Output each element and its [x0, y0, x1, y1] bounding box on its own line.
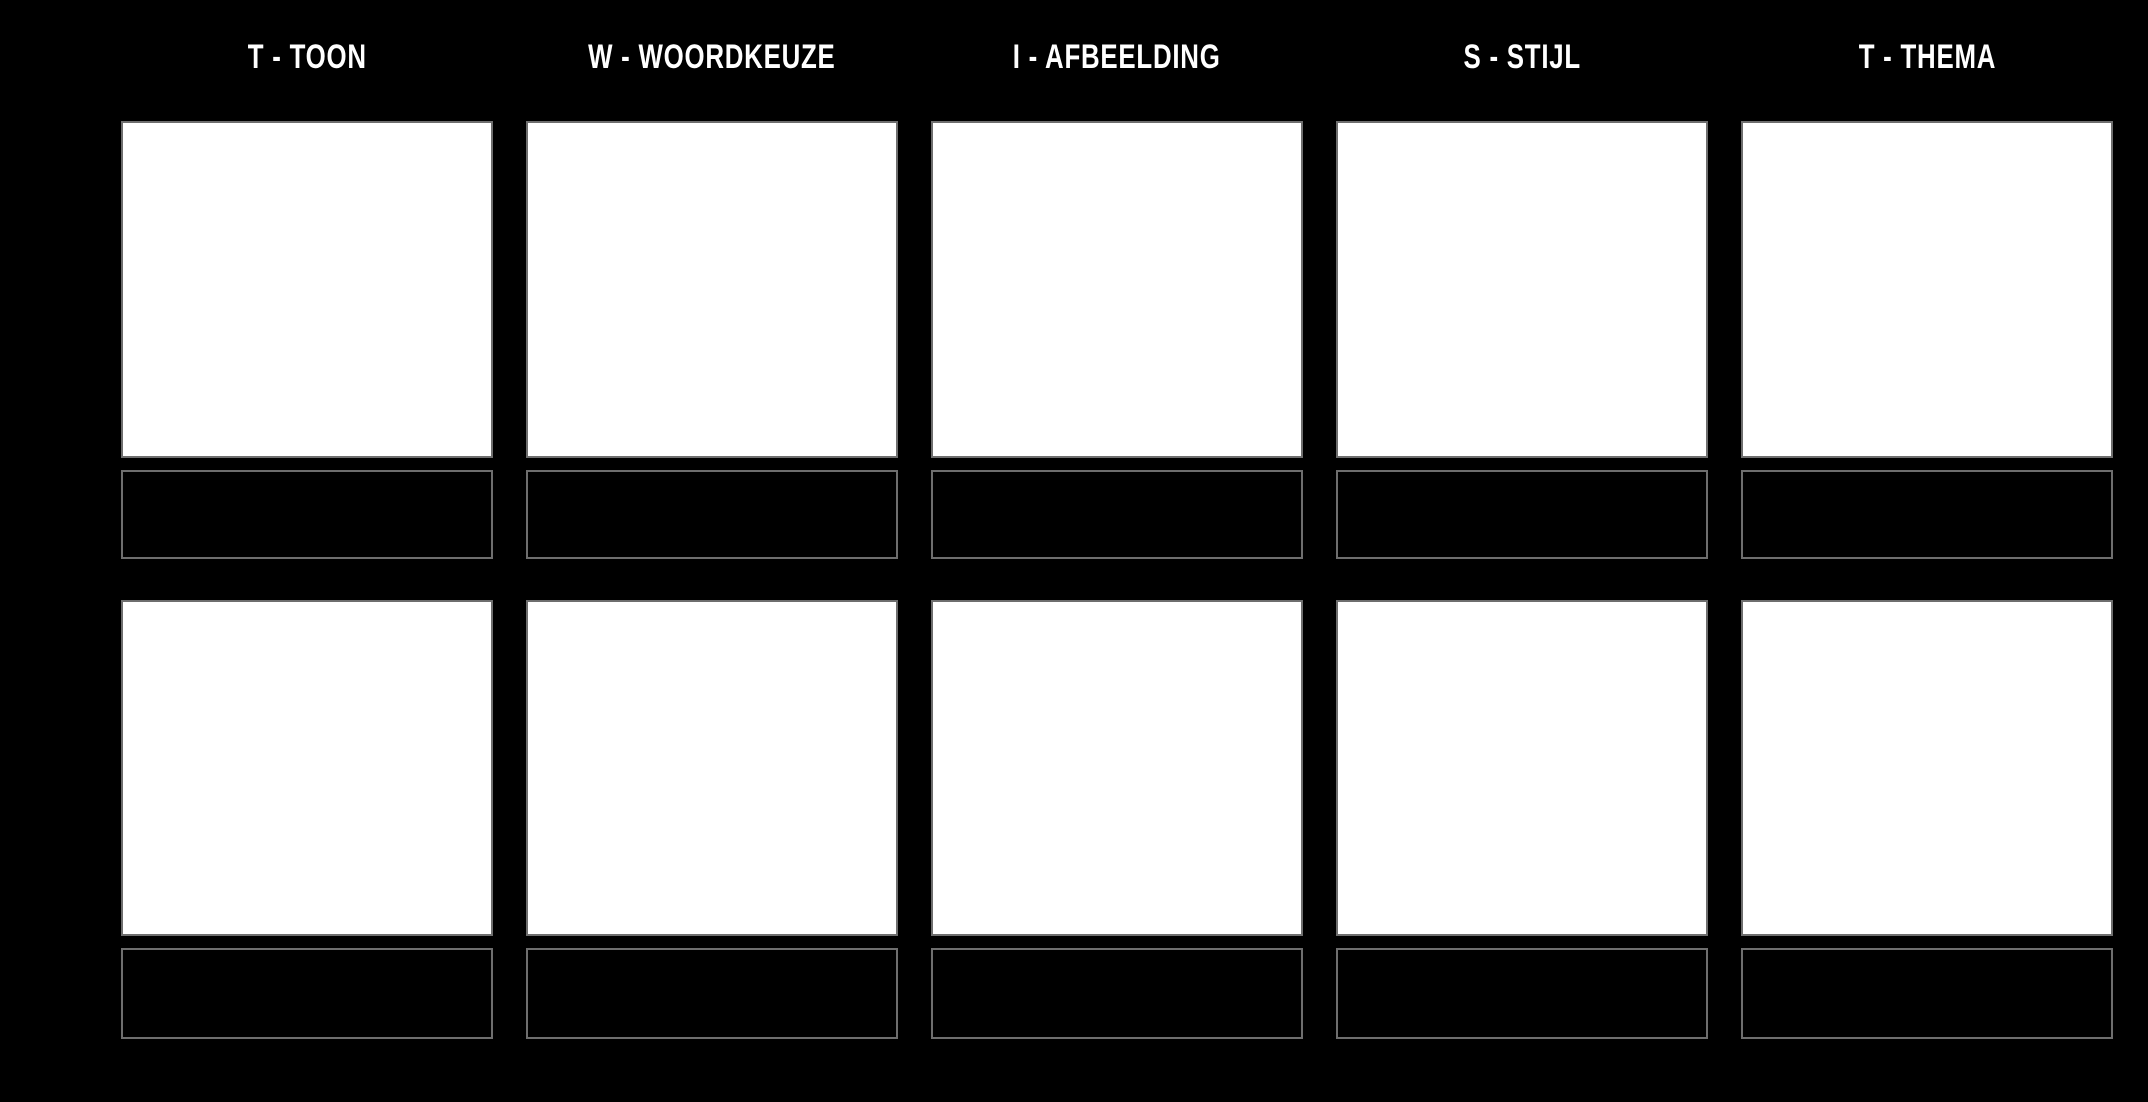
- column-header-thema: T - THEMA: [1741, 38, 2113, 76]
- column-afbeelding: I - AFBEELDING: [931, 0, 1303, 1102]
- image-cell-thema-row2[interactable]: [1741, 600, 2113, 936]
- image-cell-toon-row1[interactable]: [121, 121, 493, 458]
- caption-cell-woordkeuze-row1[interactable]: [526, 470, 898, 559]
- column-thema: T - THEMA: [1741, 0, 2113, 1102]
- image-cell-thema-row1[interactable]: [1741, 121, 2113, 458]
- caption-cell-toon-row1[interactable]: [121, 470, 493, 559]
- image-cell-toon-row2[interactable]: [121, 600, 493, 936]
- image-cell-afbeelding-row1[interactable]: [931, 121, 1303, 458]
- caption-cell-afbeelding-row1[interactable]: [931, 470, 1303, 559]
- column-header-woordkeuze: W - WOORDKEUZE: [526, 38, 898, 76]
- image-cell-stijl-row1[interactable]: [1336, 121, 1708, 458]
- column-header-thema-label: T - THEMA: [1858, 37, 1996, 76]
- caption-cell-stijl-row2[interactable]: [1336, 948, 1708, 1039]
- column-woordkeuze: W - WOORDKEUZE: [526, 0, 898, 1102]
- caption-cell-toon-row2[interactable]: [121, 948, 493, 1039]
- column-header-toon: T - TOON: [121, 38, 493, 76]
- caption-cell-woordkeuze-row2[interactable]: [526, 948, 898, 1039]
- column-stijl: S - STIJL: [1336, 0, 1708, 1102]
- image-cell-afbeelding-row2[interactable]: [931, 600, 1303, 936]
- column-header-toon-label: T - TOON: [247, 37, 367, 76]
- caption-cell-thema-row2[interactable]: [1741, 948, 2113, 1039]
- column-header-afbeelding: I - AFBEELDING: [931, 38, 1303, 76]
- column-toon: T - TOON: [121, 0, 493, 1102]
- column-header-stijl-label: S - STIJL: [1463, 37, 1581, 76]
- caption-cell-stijl-row1[interactable]: [1336, 470, 1708, 559]
- column-header-stijl: S - STIJL: [1336, 38, 1708, 76]
- column-header-afbeelding-label: I - AFBEELDING: [1013, 37, 1221, 76]
- image-cell-stijl-row2[interactable]: [1336, 600, 1708, 936]
- caption-cell-afbeelding-row2[interactable]: [931, 948, 1303, 1039]
- image-cell-woordkeuze-row2[interactable]: [526, 600, 898, 936]
- image-cell-woordkeuze-row1[interactable]: [526, 121, 898, 458]
- caption-cell-thema-row1[interactable]: [1741, 470, 2113, 559]
- column-header-woordkeuze-label: W - WOORDKEUZE: [588, 37, 836, 76]
